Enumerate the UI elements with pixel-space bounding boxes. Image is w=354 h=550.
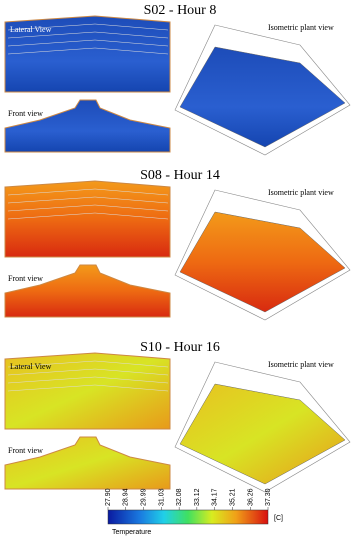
contour-line [7, 31, 169, 39]
colorbar-tick-label: 36.26 [247, 488, 254, 506]
panel-title: S08 - Hour 14 [140, 168, 220, 183]
contour-line [7, 188, 169, 196]
isometric-label: Isometric plant view [268, 23, 334, 32]
contour-line [7, 360, 169, 368]
front-label: Front view [8, 274, 43, 283]
isometric-outline [174, 24, 351, 156]
colorbar-tick-label: 29.99 [141, 488, 148, 506]
colorbar [107, 509, 269, 525]
lateral-view [4, 180, 171, 258]
contour-line [7, 196, 169, 204]
isometric-outline [174, 361, 351, 493]
isometric-view [179, 383, 346, 485]
colorbar-tick-label: 31.03 [158, 488, 165, 506]
front-view [4, 99, 171, 153]
front-label: Front view [8, 446, 43, 455]
lateral-label: Lateral View [10, 25, 52, 34]
front-view [4, 436, 171, 490]
contour-line [7, 39, 169, 47]
contour-line [7, 204, 169, 212]
colorbar-tick-label: 32.08 [176, 488, 183, 506]
contour-line [7, 376, 169, 384]
colorbar-tick-label: 28.94 [123, 488, 130, 506]
front-label: Front view [8, 109, 43, 118]
front-view [4, 264, 171, 318]
contour-line [7, 368, 169, 376]
contour-line [7, 23, 169, 31]
contour-line [7, 212, 169, 220]
isometric-label: Isometric plant view [268, 188, 334, 197]
contour-line [7, 384, 169, 392]
isometric-view [179, 46, 346, 148]
colorbar-unit: [C] [274, 515, 283, 522]
colorbar-tick-label: 27.90 [105, 488, 112, 506]
isometric-outline [174, 189, 351, 321]
isometric-label: Isometric plant view [268, 360, 334, 369]
colorbar-tick-label: 35.21 [229, 488, 236, 506]
panel-title: S02 - Hour 8 [144, 3, 217, 18]
colorbar-tick-label: 37.30 [265, 488, 272, 506]
contour-line [7, 47, 169, 55]
panel-title: S10 - Hour 16 [140, 340, 220, 355]
isometric-view [179, 211, 346, 313]
lateral-label: Lateral View [10, 362, 52, 371]
colorbar-tick-label: 33.12 [194, 488, 201, 506]
colorbar-tick-label: 34.17 [212, 488, 219, 506]
colorbar-title: Temperature [112, 529, 151, 536]
